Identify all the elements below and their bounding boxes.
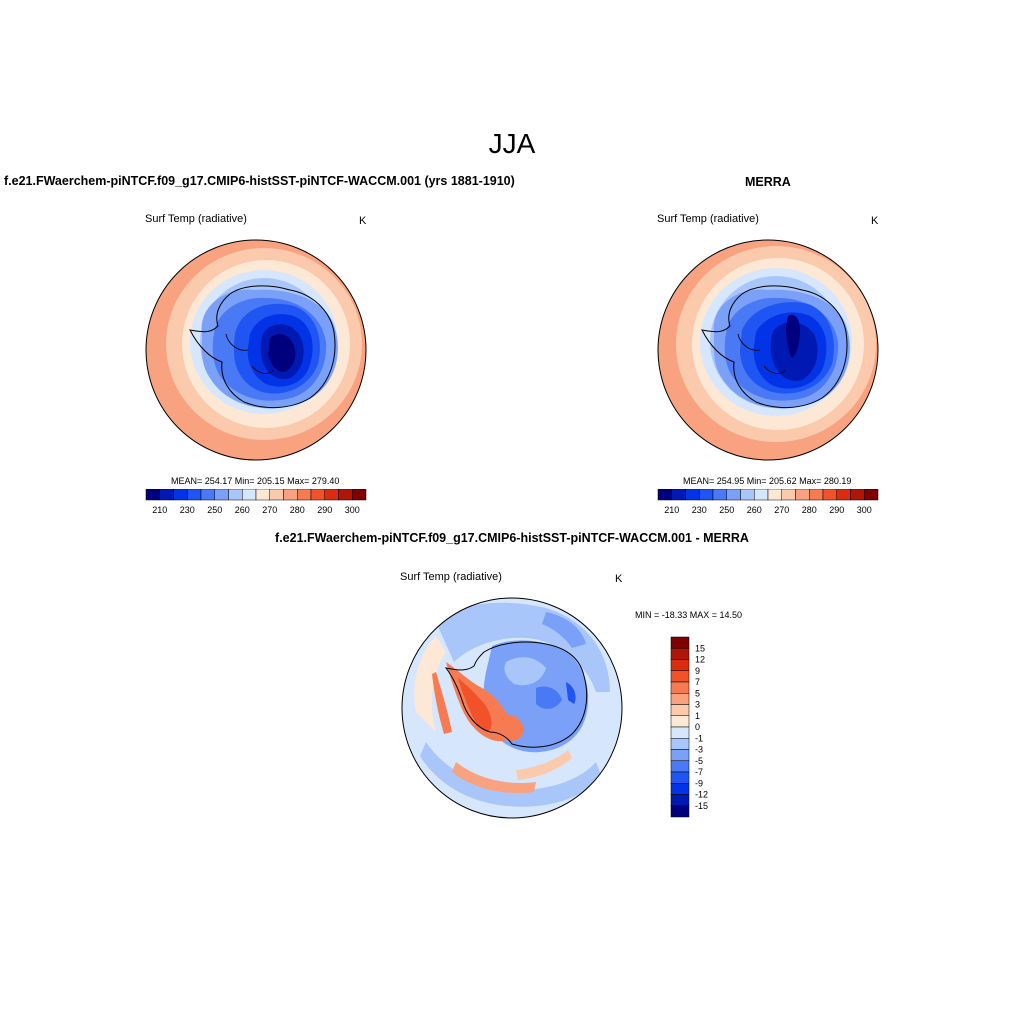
panel-2-colorbar-swatch [767,489,782,501]
panel-2-colorbar: 210 230 250 260 270 280 290 300 [657,489,879,515]
panel-3-colorbar-swatch [670,771,690,784]
panel-3-colorbar-swatch [670,693,690,705]
panel-3-colorbar-swatch [670,726,690,739]
panel-3-colorbar-tick-label: 15 [695,643,705,653]
panel-2-map [657,239,879,461]
panel-2-title: MERRA [745,175,791,189]
panel-3-units: K [615,573,623,585]
panel-1-colorbar-tick-label: 290 [317,505,332,515]
panel-1-colorbar-swatch [324,489,339,501]
panel-3-colorbar-swatch [670,659,690,671]
panel-2-colorbar-swatch [809,489,824,501]
panel-2-colorbar-swatch [685,489,700,501]
panel-1-colorbar-tick-label: 300 [345,505,360,515]
panel-1-colorbar: 210 230 250 260 270 280 290 300 [145,489,367,515]
panel-3-difference-map [401,597,623,819]
panel-1-colorbar-swatch [338,489,353,501]
panel-2-colorbar-tick-label: 250 [719,505,734,515]
panel-3-colorbar-tick-label: 1 [695,711,700,721]
panel-3-colorbar-tick-label: -9 [695,778,703,788]
panel-3-colorbar-swatch [670,704,690,716]
panel-2-colorbar-swatch [822,489,837,501]
panel-2-stats: MEAN= 254.95 Min= 205.62 Max= 280.19 [683,476,852,486]
panel-3-title: f.e21.FWaerchem-piNTCF.f09_g17.CMIP6-his… [275,531,749,545]
panel-3-stats: MIN = -18.33 MAX = 14.50 [635,610,743,620]
panel-2-units: K [871,215,879,227]
panel-3-colorbar-tick-label: -3 [695,745,703,755]
panel-1-title: f.e21.FWaerchem-piNTCF.f09_g17.CMIP6-his… [4,174,515,188]
panel-3-colorbar-tick-label: -15 [695,801,708,811]
panel-2-colorbar-swatch [850,489,865,501]
panel-2-colorbar-tick-label: 260 [747,505,762,515]
panel-2-colorbar-swatch [726,489,741,501]
panel-3-colorbar-tick-label: -1 [695,733,703,743]
panel-2-colorbar-swatch [671,489,686,501]
panel-3-colorbar-tick-label: 9 [695,666,700,676]
panel-1-colorbar-swatch [200,489,215,501]
panel-1-colorbar-swatch [145,489,160,501]
panel-2-colorbar-tick-label: 290 [829,505,844,515]
panel-2-colorbar-swatch [657,489,672,501]
panel-2-colorbar-swatch [781,489,796,501]
panel-1-colorbar-swatch [214,489,229,501]
panel-1-colorbar-swatch [159,489,174,501]
panel-2-colorbar-tick-label: 300 [857,505,872,515]
panel-2-colorbar-swatch [712,489,727,501]
panel-2-colorbar-tick-label: 270 [774,505,789,515]
panel-2-colorbar-tick-label: 210 [664,505,679,515]
panel-2-colorbar-swatch [699,489,714,501]
panel-3-colorbar-tick-label: 0 [695,722,700,732]
panel-3-colorbar-swatch [670,760,690,773]
panel-2-colorbar-swatch [795,489,810,501]
panel-1-colorbar-tick-label: 260 [235,505,250,515]
panel-2-colorbar-swatch [740,489,755,501]
panel-2-variable-label: Surf Temp (radiative) [657,213,759,225]
panel-1-colorbar-swatch [228,489,243,501]
panel-1-map [145,239,367,461]
panel-3-colorbar-swatch [670,715,690,728]
panel-1-colorbar-tick-label: 210 [152,505,167,515]
panel-1-colorbar-swatch [352,489,367,501]
panel-1-colorbar-tick-label: 230 [180,505,195,515]
panel-1-colorbar-swatch [297,489,312,501]
panel-3-colorbar-swatch [670,648,690,660]
panel-3-colorbar-tick-label: -7 [695,767,703,777]
panel-3-colorbar-tick-label: 7 [695,677,700,687]
panel-3-colorbar-swatch [670,636,690,649]
panel-2-colorbar-tick-label: 280 [802,505,817,515]
panel-1-colorbar-swatch [187,489,202,501]
panel-3-colorbar-swatch [670,783,690,795]
panel-1-units: K [359,215,367,227]
panel-3-colorbar-swatch [670,749,690,761]
panel-1-colorbar-swatch [310,489,325,501]
panel-1-colorbar-swatch [242,489,257,501]
panel-1-colorbar-swatch [283,489,298,501]
panel-1-colorbar-tick-label: 270 [262,505,277,515]
panel-2-colorbar-swatch [836,489,851,501]
panel-1-stats: MEAN= 254.17 Min= 205.15 Max= 279.40 [171,476,340,486]
figure-title: JJA [488,128,536,159]
panel-3-colorbar-tick-label: 5 [695,688,700,698]
panel-3-variable-label: Surf Temp (radiative) [400,571,502,583]
panel-3-colorbar-tick-label: -12 [695,790,708,800]
panel-3-colorbar-swatch [670,805,690,818]
panel-1-colorbar-tick-label: 280 [290,505,305,515]
panel-1-colorbar-swatch [173,489,188,501]
panel-3-colorbar-swatch [670,738,690,750]
panel-3-colorbar-tick-label: 12 [695,655,705,665]
panel-3-colorbar-swatch [670,794,690,806]
panel-3-colorbar-swatch [670,681,690,694]
panel-3-colorbar-swatch [670,670,690,683]
panel-3-colorbar-tick-label: 3 [695,700,700,710]
panel-1-colorbar-swatch [269,489,284,501]
panel-1-colorbar-tick-label: 250 [207,505,222,515]
panel-2-colorbar-tick-label: 230 [692,505,707,515]
panel-2-colorbar-swatch [864,489,879,501]
panel-2-colorbar-swatch [754,489,769,501]
panel-1-colorbar-swatch [255,489,270,501]
panel-1-variable-label: Surf Temp (radiative) [145,213,247,225]
panel-3-colorbar-tick-label: -5 [695,756,703,766]
